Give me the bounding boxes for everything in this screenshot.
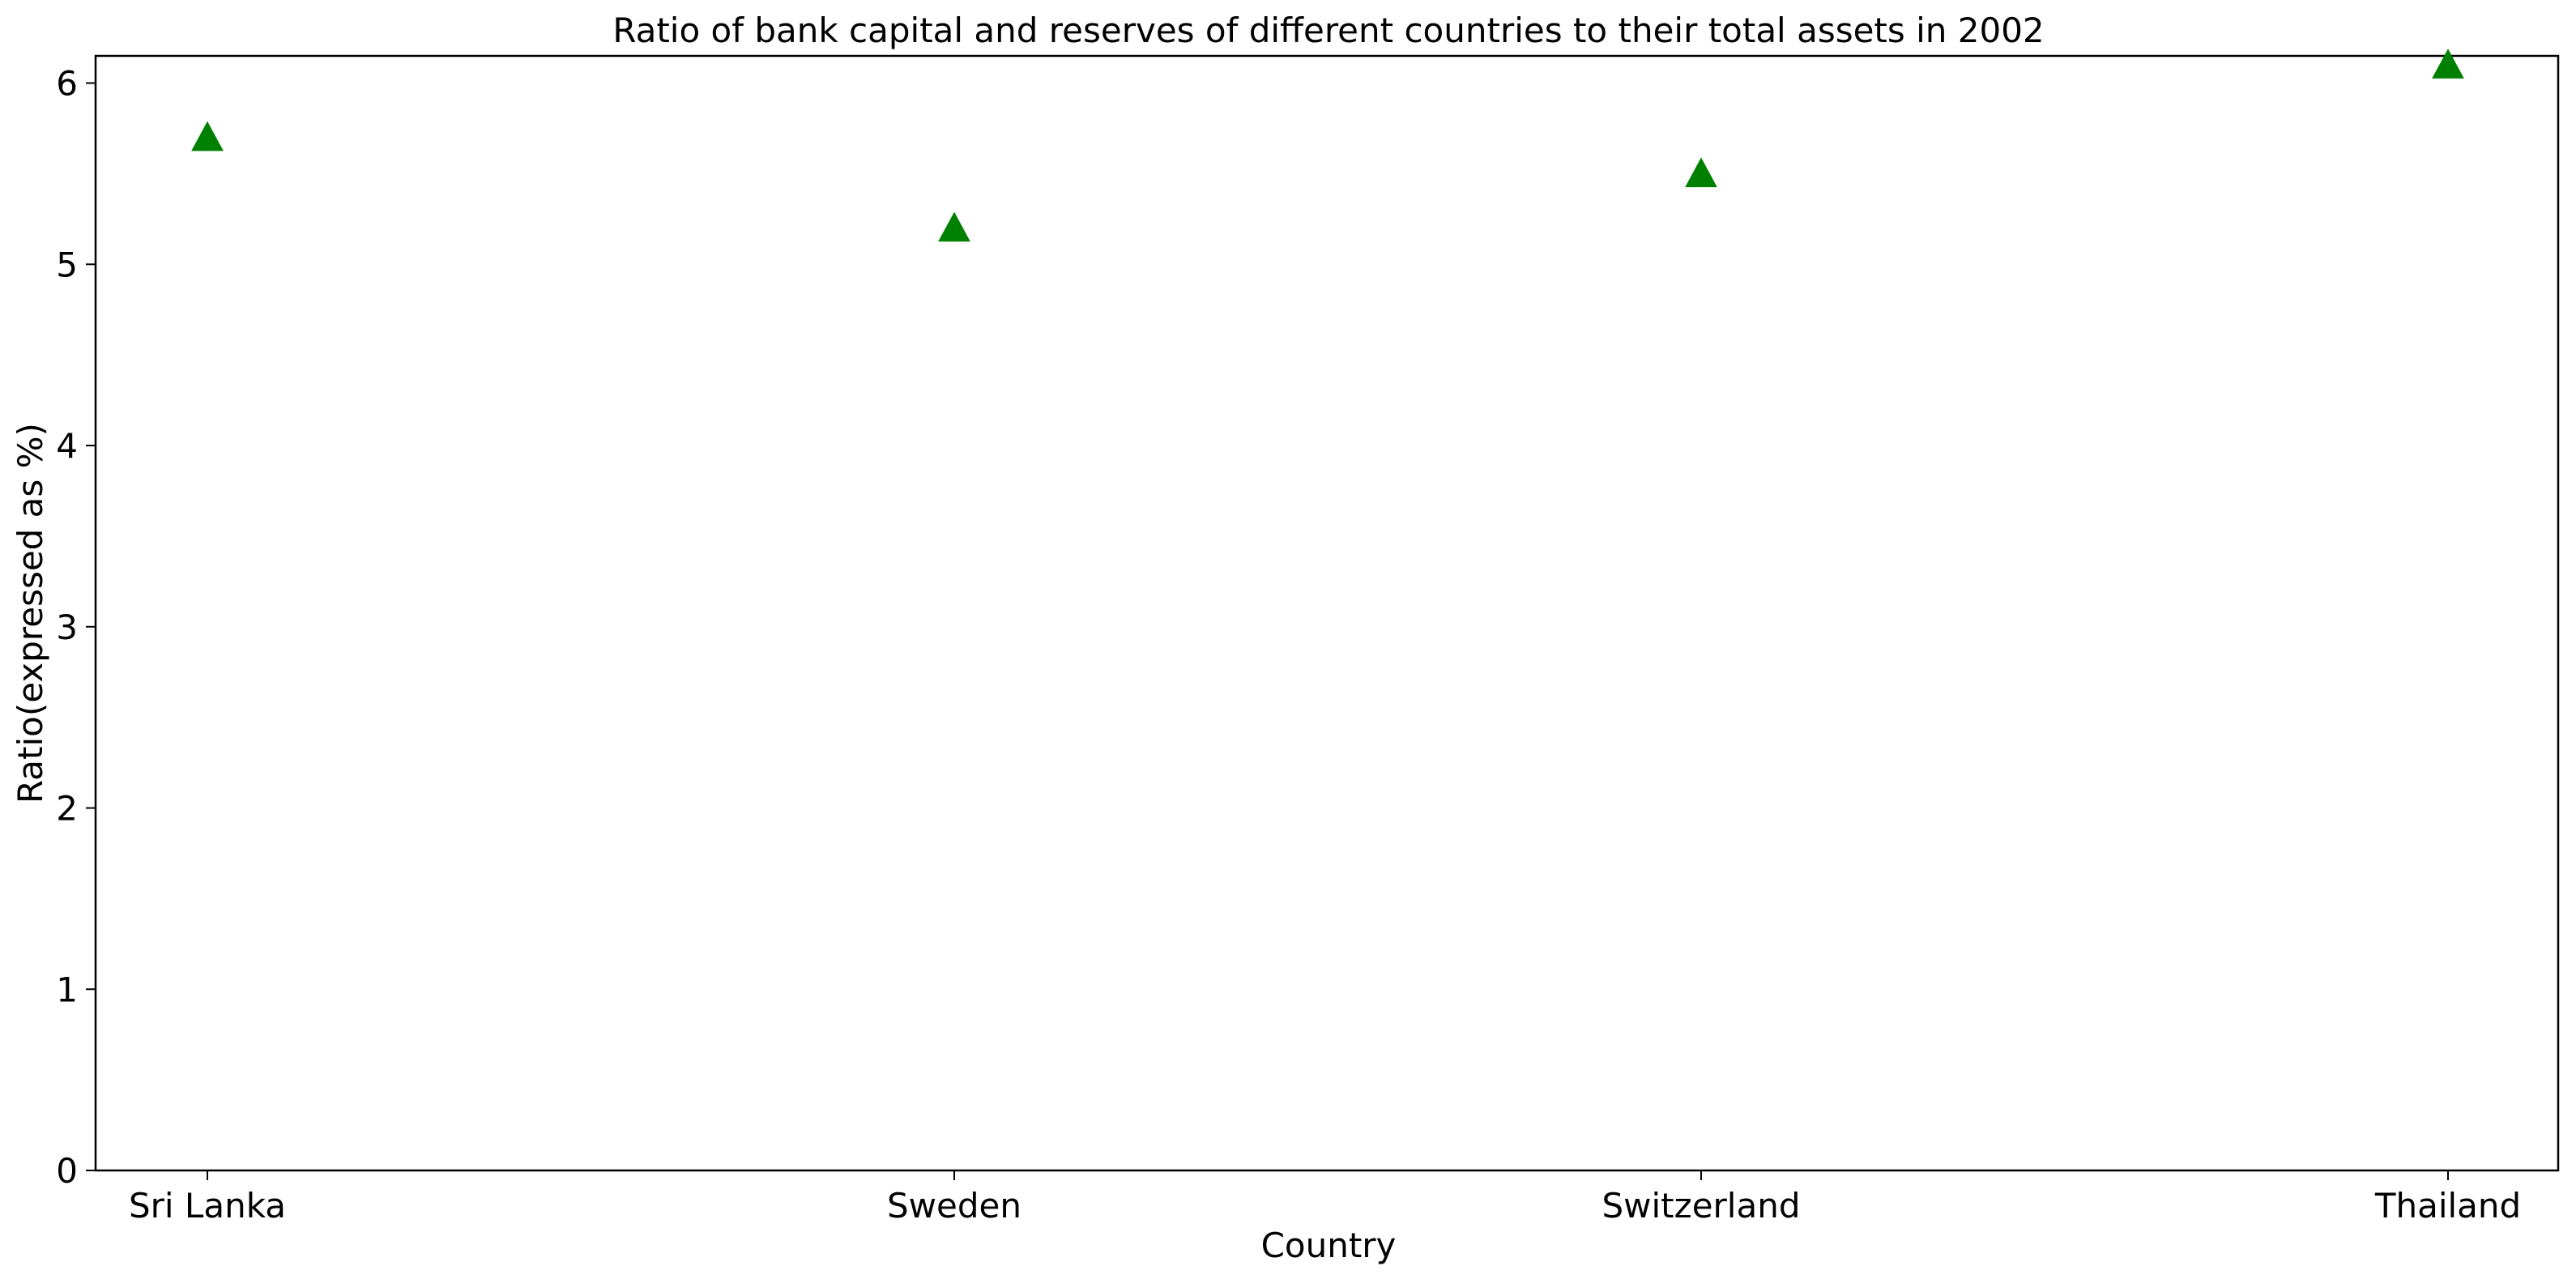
x-tick-label: Sri Lanka	[129, 1186, 286, 1226]
y-tick-label: 6	[56, 64, 78, 104]
y-tick-label: 0	[56, 1151, 78, 1191]
data-point-sweden	[938, 211, 970, 242]
data-point-thailand	[2432, 49, 2464, 79]
x-axis: Sri Lanka Sweden Switzerland Thailand	[129, 1170, 2521, 1226]
x-tick-label: Switzerland	[1602, 1186, 1801, 1226]
y-axis: 0 1 2 3 4 5 6	[56, 64, 96, 1191]
y-tick-label: 2	[56, 789, 78, 829]
y-tick-label: 5	[56, 245, 78, 284]
data-point-switzerland	[1685, 157, 1717, 188]
x-axis-label: Country	[1261, 1226, 1397, 1265]
data-point-sri-lanka	[191, 121, 224, 151]
y-axis-label: Ratio(expressed as %)	[11, 423, 50, 804]
chart-title: Ratio of bank capital and reserves of di…	[612, 11, 2044, 50]
plot-area-frame	[94, 54, 2560, 1172]
y-tick-label: 1	[56, 970, 78, 1009]
x-tick-label: Thailand	[2374, 1186, 2521, 1226]
x-tick-label: Sweden	[887, 1186, 1021, 1226]
y-tick-label: 4	[56, 426, 78, 466]
data-points	[191, 49, 2464, 242]
y-tick-label: 3	[56, 608, 78, 647]
